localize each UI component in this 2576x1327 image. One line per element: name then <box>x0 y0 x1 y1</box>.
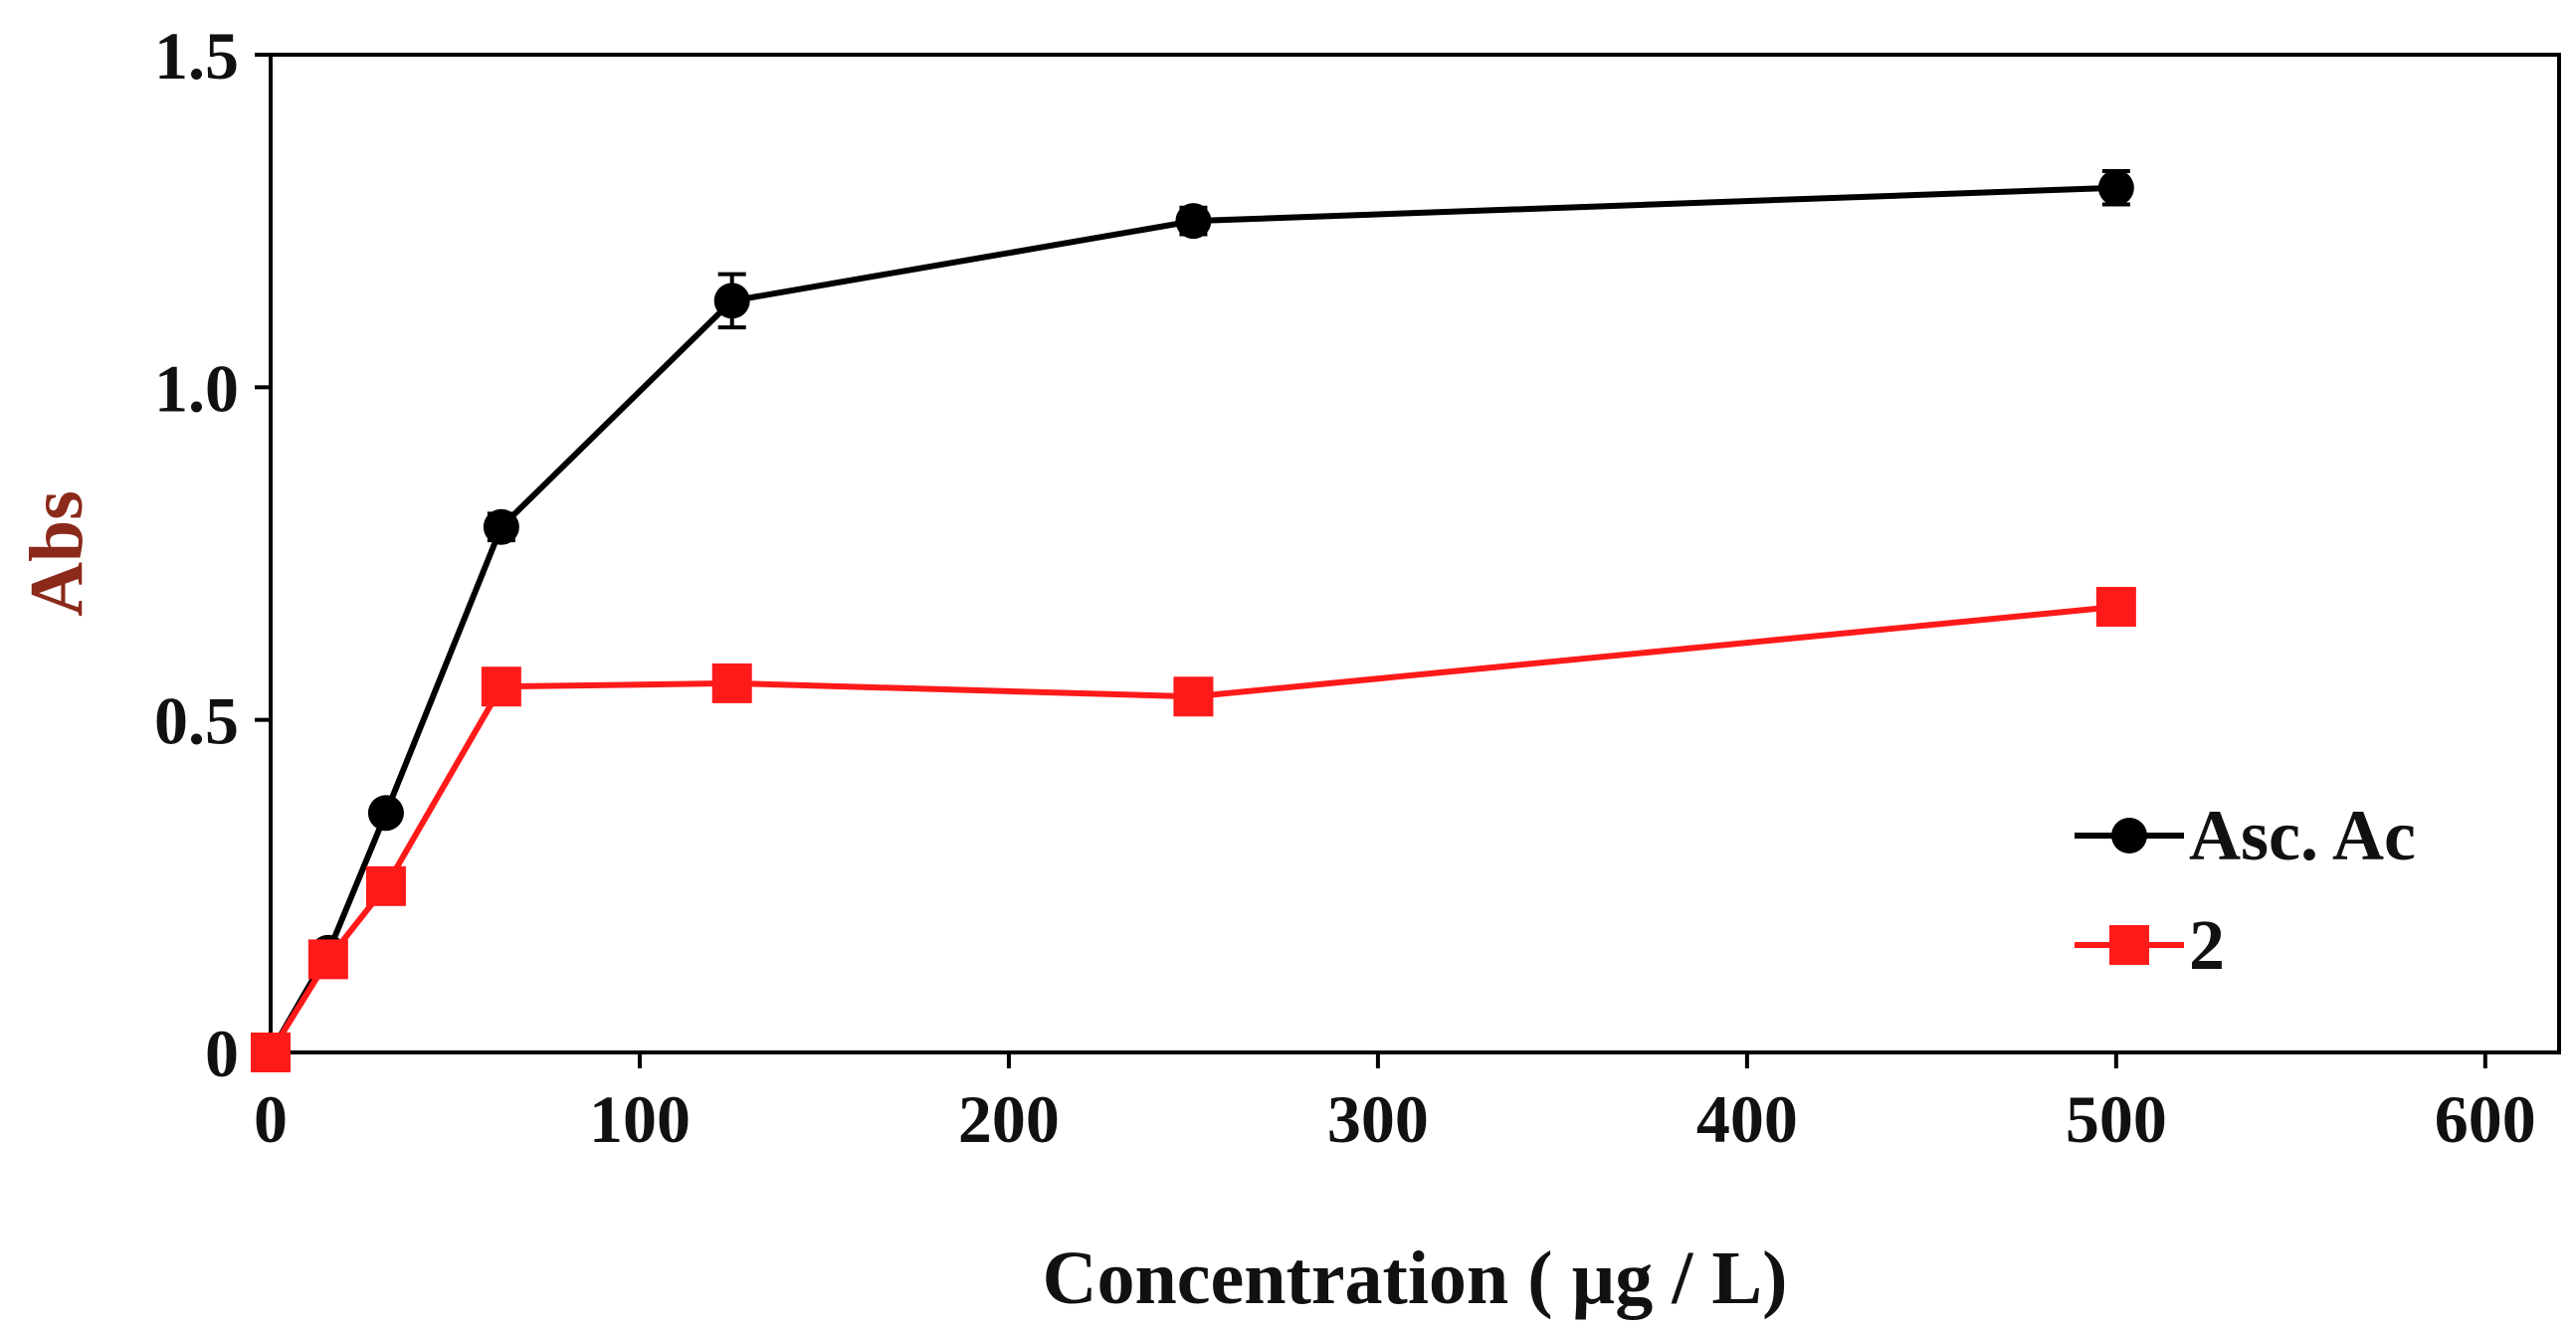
plot-frame <box>269 53 2561 1054</box>
data-point <box>365 865 406 906</box>
y-tick-label: 0.5 <box>154 683 239 759</box>
legend-item: Asc. Ac <box>2075 796 2416 875</box>
x-tick-label: 100 <box>589 1081 691 1157</box>
data-point <box>1173 676 1214 717</box>
series-layer <box>251 169 2136 1072</box>
plot-border <box>269 53 2561 1054</box>
data-point <box>713 283 750 319</box>
data-point <box>307 939 348 980</box>
x-tick-label: 300 <box>1327 1081 1429 1157</box>
data-point <box>1175 203 1212 240</box>
data-point <box>2097 169 2134 206</box>
x-tick-label: 400 <box>1696 1081 1798 1157</box>
legend-label: 2 <box>2189 905 2225 985</box>
y-tick-label: 0 <box>205 1016 239 1091</box>
x-axis-title: Concentration ( µg / L) <box>1043 1236 1788 1320</box>
x-tick-label: 200 <box>958 1081 1060 1157</box>
x-axis-ticks: 0 100 200 300 400 500 600 <box>254 1052 2536 1157</box>
y-tick-label: 1.0 <box>154 350 239 426</box>
data-point <box>483 508 519 545</box>
legend-item: 2 <box>2075 905 2225 985</box>
data-point <box>481 666 521 707</box>
series-line <box>268 184 2116 1054</box>
data-point <box>251 1033 291 1072</box>
x-tick-label: 500 <box>2066 1081 2167 1157</box>
y-tick-label: 1.5 <box>154 18 239 94</box>
series-compound-2 <box>251 586 2136 1072</box>
legend: Asc. Ac 2 <box>2075 796 2416 985</box>
y-axis-ticks: 0 0.5 1.0 1.5 <box>154 18 271 1091</box>
legend-marker <box>2109 925 2149 965</box>
data-point <box>2095 586 2136 627</box>
y-axis-title: Abs <box>15 490 99 617</box>
x-tick-label: 600 <box>2435 1081 2536 1157</box>
data-point <box>711 663 752 703</box>
legend-marker <box>2111 818 2147 853</box>
x-tick-label: 0 <box>254 1081 288 1157</box>
series-asc-ac <box>253 169 2134 1070</box>
series-line <box>268 604 2117 1054</box>
legend-label: Asc. Ac <box>2189 796 2416 875</box>
data-point <box>367 795 404 832</box>
